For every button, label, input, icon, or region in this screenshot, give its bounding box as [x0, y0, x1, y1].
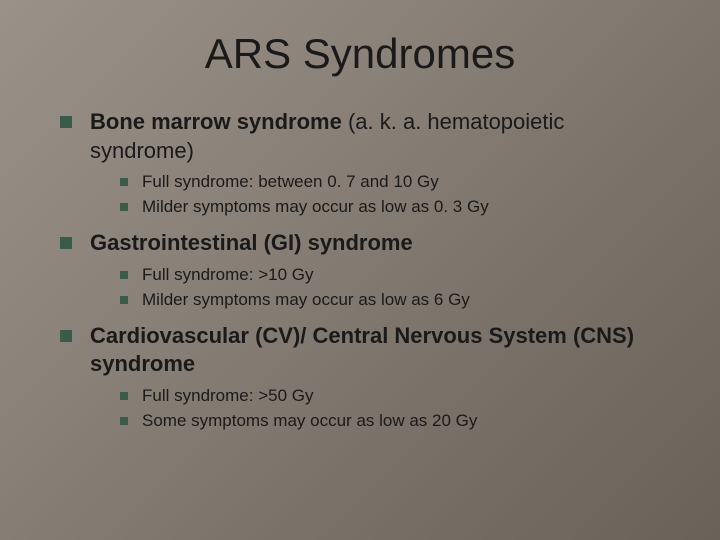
bullet-icon: [60, 330, 72, 342]
item-bold: Cardiovascular (CV)/ Central Nervous Sys…: [90, 323, 634, 377]
list-item: Cardiovascular (CV)/ Central Nervous Sys…: [60, 322, 670, 379]
list-item: Bone marrow syndrome (a. k. a. hematopoi…: [60, 108, 670, 165]
item-bold: Bone marrow syndrome: [90, 109, 342, 134]
subitem-text: Full syndrome: >10 Gy: [142, 264, 314, 287]
slide-content: Bone marrow syndrome (a. k. a. hematopoi…: [50, 108, 670, 433]
list-item: Full syndrome: >50 Gy: [120, 385, 670, 408]
subitem-text: Milder symptoms may occur as low as 0. 3…: [142, 196, 489, 219]
list-item: Full syndrome: between 0. 7 and 10 Gy: [120, 171, 670, 194]
bullet-icon: [120, 296, 128, 304]
sublist: Full syndrome: >10 Gy Milder symptoms ma…: [60, 264, 670, 312]
subitem-text: Full syndrome: >50 Gy: [142, 385, 314, 408]
list-item: Some symptoms may occur as low as 20 Gy: [120, 410, 670, 433]
list-item: Milder symptoms may occur as low as 6 Gy: [120, 289, 670, 312]
list-item: Milder symptoms may occur as low as 0. 3…: [120, 196, 670, 219]
bullet-icon: [120, 271, 128, 279]
subitem-text: Some symptoms may occur as low as 20 Gy: [142, 410, 477, 433]
bullet-icon: [120, 392, 128, 400]
list-item: Full syndrome: >10 Gy: [120, 264, 670, 287]
bullet-icon: [60, 116, 72, 128]
item-text: Cardiovascular (CV)/ Central Nervous Sys…: [90, 322, 670, 379]
sublist: Full syndrome: >50 Gy Some symptoms may …: [60, 385, 670, 433]
item-text: Bone marrow syndrome (a. k. a. hematopoi…: [90, 108, 670, 165]
slide-title: ARS Syndromes: [50, 30, 670, 78]
item-bold: Gastrointestinal (GI) syndrome: [90, 230, 413, 255]
subitem-text: Full syndrome: between 0. 7 and 10 Gy: [142, 171, 439, 194]
bullet-icon: [120, 178, 128, 186]
slide: ARS Syndromes Bone marrow syndrome (a. k…: [0, 0, 720, 540]
list-item: Gastrointestinal (GI) syndrome: [60, 229, 670, 258]
bullet-icon: [120, 417, 128, 425]
sublist: Full syndrome: between 0. 7 and 10 Gy Mi…: [60, 171, 670, 219]
subitem-text: Milder symptoms may occur as low as 6 Gy: [142, 289, 470, 312]
bullet-icon: [120, 203, 128, 211]
item-text: Gastrointestinal (GI) syndrome: [90, 229, 413, 258]
bullet-icon: [60, 237, 72, 249]
